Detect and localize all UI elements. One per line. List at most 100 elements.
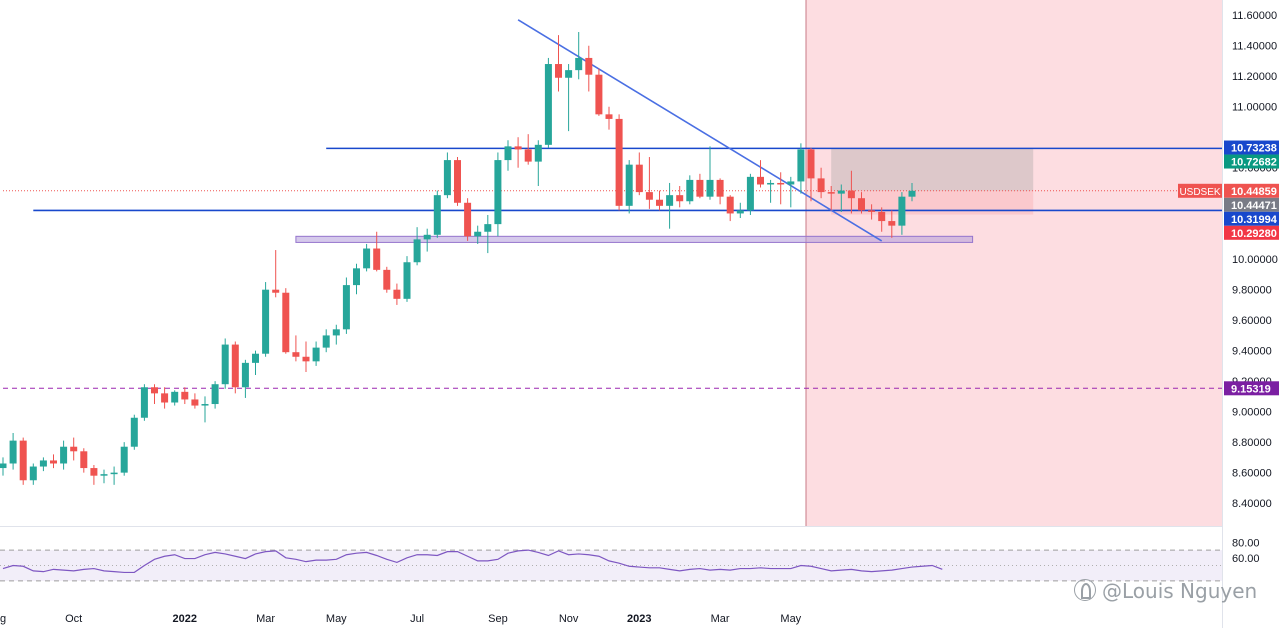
candle-body-74 <box>746 176 754 211</box>
candle-body-64 <box>645 192 653 200</box>
price-tag-box-3 <box>1224 197 1279 212</box>
candle-body-54 <box>544 64 552 145</box>
candle-body-9 <box>90 468 98 476</box>
candle-body-89 <box>898 196 906 226</box>
time-axis: g Oct 2022 Mar May Jul Sep Nov 2023 Mar May <box>0 613 802 625</box>
candle-body-87 <box>878 211 886 222</box>
candle-body-57 <box>575 57 583 71</box>
background-layer <box>0 0 1223 628</box>
candle-body-56 <box>565 70 573 78</box>
candle-body-79 <box>797 149 805 182</box>
candle-body-25 <box>252 353 259 363</box>
candle-body-8 <box>80 451 88 469</box>
price-tick-label: 8.60000 <box>1232 468 1272 480</box>
candle-body-20 <box>201 404 209 406</box>
candle-body-82 <box>827 192 835 194</box>
candle-body-2 <box>19 440 27 481</box>
candle-body-7 <box>70 446 78 452</box>
candle-body-72 <box>726 196 734 214</box>
candle-body-73 <box>736 210 744 214</box>
price-tag-value-6: 9.15319 <box>1231 383 1271 395</box>
price-tick-label: 11.00000 <box>1232 102 1277 114</box>
candle-body-44 <box>443 160 451 196</box>
candle-body-26 <box>262 289 270 354</box>
price-tag-value-0: 10.73238 <box>1231 143 1277 155</box>
candle-body-37 <box>373 248 381 270</box>
candle-body-47 <box>474 231 482 237</box>
candle-body-76 <box>767 182 775 185</box>
time-tick-label: Oct <box>65 613 82 625</box>
time-tick-label: g <box>0 613 6 625</box>
time-tick-label: Jul <box>410 613 424 625</box>
candle-body-88 <box>888 221 896 226</box>
rsi-line <box>2 549 943 574</box>
candle-body-24 <box>241 362 249 388</box>
price-tick-label: 9.00000 <box>1232 407 1272 419</box>
position-target-area <box>831 148 1034 191</box>
candle-body-84 <box>847 190 855 199</box>
price-tick-label: 8.40000 <box>1232 498 1272 510</box>
price-tag-value-5: 10.29280 <box>1231 228 1277 240</box>
candle-body-23 <box>231 344 239 388</box>
candle-body-48 <box>484 224 492 232</box>
candle-body-85 <box>858 198 865 211</box>
candle-body-41 <box>413 239 421 263</box>
candle-body-86 <box>868 210 876 212</box>
time-tick-label: May <box>326 613 347 625</box>
time-tick-label: Mar <box>711 613 730 625</box>
candle-body-28 <box>282 292 290 353</box>
candle-body-58 <box>585 57 593 75</box>
candle-body-90 <box>908 190 916 197</box>
candle-body-51 <box>514 146 522 150</box>
price-tick-label: 9.80000 <box>1232 285 1272 297</box>
price-axis: 11.6000011.4000011.2000011.0000010.60000… <box>1232 10 1278 510</box>
candlestick-series <box>0 32 916 485</box>
candle-body-53 <box>534 144 542 162</box>
candle-body-55 <box>555 64 562 78</box>
candle-body-80 <box>807 149 815 179</box>
price-tag-box-2 <box>1224 183 1279 198</box>
candle-body-77 <box>777 182 785 185</box>
forecast-zone <box>806 0 1222 526</box>
candle-body-83 <box>837 190 845 194</box>
candle-body-21 <box>211 384 219 405</box>
price-tags: 10.73238 10.72682 10.44859 USDSEK 10.44471 10… <box>1178 140 1279 396</box>
candle-body-38 <box>383 269 391 290</box>
price-tag-box-0 <box>1224 140 1279 155</box>
candle-body-34 <box>342 285 350 330</box>
rsi-pane: 80.00 60.00 <box>0 537 1260 582</box>
symbol-label: USDSEK <box>1179 187 1220 198</box>
price-tick-label: 8.80000 <box>1232 437 1272 449</box>
candle-body-78 <box>787 181 795 185</box>
price-tick-label: 11.20000 <box>1232 71 1277 83</box>
price-tick-label: 11.40000 <box>1232 41 1277 53</box>
candle-body-15 <box>151 387 158 394</box>
candle-body-13 <box>130 417 138 447</box>
candle-body-0 <box>0 463 7 469</box>
candle-body-52 <box>524 149 532 162</box>
support-zone <box>295 235 974 243</box>
candle-body-69 <box>696 179 704 197</box>
candle-body-22 <box>221 344 229 385</box>
candle-body-46 <box>464 202 472 237</box>
time-tick-label: Sep <box>488 613 508 625</box>
candle-body-31 <box>312 347 320 362</box>
candle-body-49 <box>494 160 502 225</box>
rsi-band <box>0 550 1222 581</box>
candle-body-59 <box>595 74 603 115</box>
price-tag-value-3: 10.44471 <box>1231 200 1277 212</box>
price-tag-box-1 <box>1224 154 1279 169</box>
candle-body-62 <box>625 164 633 206</box>
candle-body-30 <box>302 356 310 362</box>
candle-body-50 <box>504 146 512 161</box>
rsi-tick-label: 80.00 <box>1232 537 1260 549</box>
candle-body-16 <box>161 393 169 403</box>
candle-body-70 <box>706 179 714 197</box>
price-tick-label: 11.60000 <box>1232 10 1277 22</box>
price-tick-label: 10.00000 <box>1232 254 1278 266</box>
time-tick-label: May <box>780 613 801 625</box>
price-tick-label: 9.60000 <box>1232 315 1272 327</box>
time-tick-label: 2022 <box>173 613 197 625</box>
rsi-tick-label: 60.00 <box>1232 553 1260 565</box>
